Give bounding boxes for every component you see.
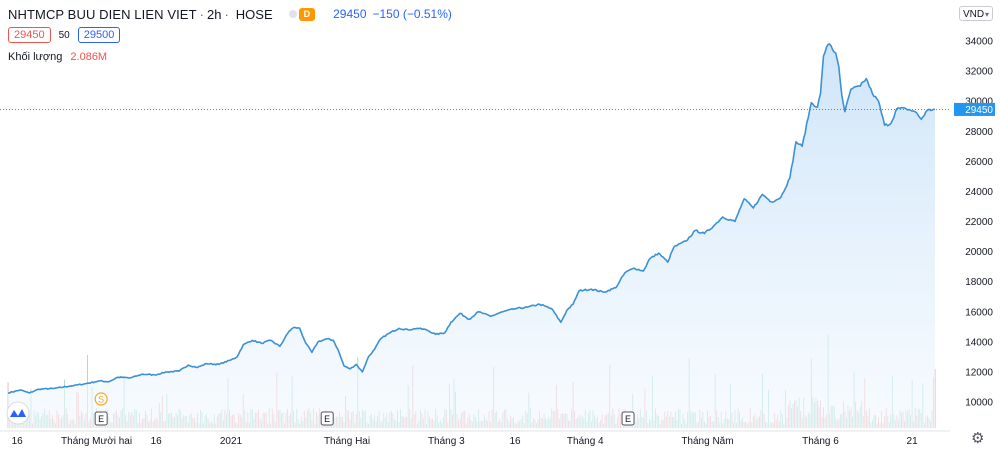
earnings-label: E <box>625 414 631 424</box>
currency-label: VND <box>963 9 984 20</box>
y-tick-label: 34000 <box>965 37 993 48</box>
earnings-label: E <box>98 414 104 424</box>
y-tick-label: 10000 <box>965 398 993 409</box>
symbol-title[interactable]: NHTMCP BUU DIEN LIEN VIET <box>8 7 197 22</box>
status-dot-icon <box>289 10 297 18</box>
volume-value: 2.086M <box>70 51 107 63</box>
x-tick-label: Tháng 3 <box>428 436 465 447</box>
timeframe-label[interactable]: 2h <box>207 7 221 22</box>
currency-select[interactable]: VND ▾ <box>959 6 993 21</box>
price-change: −150 (−0.51%) <box>373 7 452 21</box>
price-axis[interactable]: 10000 12000 14000 16000 18000 20000 22000 24000… <box>954 37 995 409</box>
price-area-fill <box>8 44 935 428</box>
ask-price-button[interactable]: 29500 <box>78 27 121 43</box>
last-price-axis-label: 29450 <box>965 105 993 116</box>
x-tick-label: Tháng Hai <box>324 436 370 447</box>
gear-icon[interactable]: ⚙ <box>971 431 984 447</box>
header-separator: · <box>200 7 204 22</box>
y-tick-label: 24000 <box>965 187 993 198</box>
y-tick-label: 20000 <box>965 247 993 258</box>
x-tick-label: 16 <box>509 436 521 447</box>
x-tick-label: Tháng 6 <box>802 436 839 447</box>
volume-legend: Khối lượng 2.086M <box>8 51 107 63</box>
y-tick-label: 14000 <box>965 337 993 348</box>
x-tick-label: 2021 <box>220 436 243 447</box>
symbol-header: NHTMCP BUU DIEN LIEN VIET · 2h · HOSE D … <box>8 6 452 22</box>
y-tick-label: 22000 <box>965 217 993 228</box>
spread-value: 50 <box>59 30 70 41</box>
exchange-label: HOSE <box>236 7 273 22</box>
bid-price-button[interactable]: 29450 <box>8 27 51 43</box>
y-tick-label: 12000 <box>965 367 993 378</box>
data-delay-badge[interactable]: D <box>299 8 316 21</box>
y-tick-label: 18000 <box>965 277 993 288</box>
x-tick-label: 16 <box>151 436 163 447</box>
earnings-label: E <box>324 414 330 424</box>
wave-logo-icon[interactable] <box>7 402 29 424</box>
x-tick-label: Tháng Năm <box>681 436 733 447</box>
chevron-down-icon: ▾ <box>985 7 989 22</box>
header-separator-2: · <box>224 7 228 22</box>
y-tick-label: 16000 <box>965 307 993 318</box>
price-area <box>8 44 935 428</box>
x-tick-label: Tháng Mười hai <box>61 436 132 447</box>
y-tick-label: 26000 <box>965 157 993 168</box>
x-tick-label: 16 <box>12 436 24 447</box>
x-tick-label: 21 <box>907 436 919 447</box>
logo-badge <box>7 402 29 424</box>
dividend-label: S <box>98 395 104 405</box>
last-price: 29450 <box>333 7 366 21</box>
y-tick-label: 32000 <box>965 67 993 78</box>
bid-ask-row: 29450 50 29500 <box>8 27 120 43</box>
volume-label[interactable]: Khối lượng <box>8 51 62 63</box>
y-tick-label: 28000 <box>965 127 993 138</box>
x-tick-label: Tháng 4 <box>567 436 604 447</box>
time-axis[interactable]: 16 Tháng Mười hai 16 2021 Tháng Hai Tháng 3 16… <box>0 431 950 447</box>
